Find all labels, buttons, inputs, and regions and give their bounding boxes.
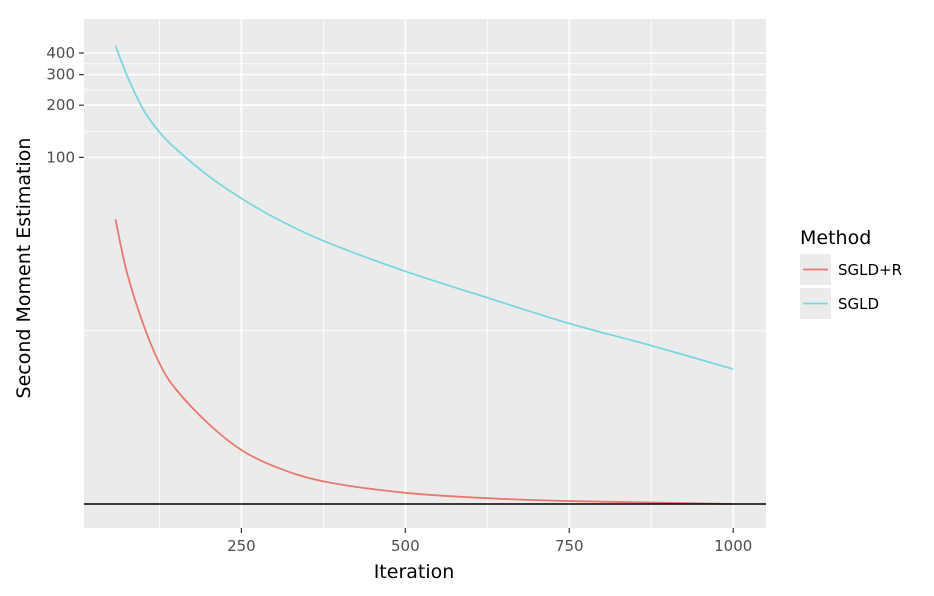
x-tick-label: 250 [227, 537, 256, 555]
series-line-sgld [114, 45, 734, 370]
x-tick-label: 1000 [714, 537, 752, 555]
legend: Method SGLD+R SGLD [800, 227, 902, 319]
series-line-sgld-r [114, 218, 734, 505]
series-layer [114, 45, 734, 505]
plot-panel [84, 19, 766, 528]
x-axis-title: Iteration [374, 561, 455, 583]
legend-label: SGLD+R [838, 261, 902, 279]
y-tick-label: 400 [46, 44, 75, 62]
y-axis-title: Second Moment Estimation [13, 138, 35, 399]
legend-label: SGLD [838, 295, 879, 313]
grid-major [84, 19, 766, 528]
legend-title: Method [800, 227, 871, 249]
y-tick-label: 100 [46, 148, 75, 166]
legend-items: SGLD+R SGLD [800, 254, 902, 319]
y-tick-label: 200 [46, 96, 75, 114]
y-tick-label: 300 [46, 66, 75, 84]
grid-minor [84, 19, 766, 528]
y-axis: 100 200 300 400 [46, 44, 84, 166]
x-axis: 250 500 750 1000 [227, 528, 752, 555]
x-tick-label: 500 [391, 537, 420, 555]
x-tick-label: 750 [555, 537, 584, 555]
